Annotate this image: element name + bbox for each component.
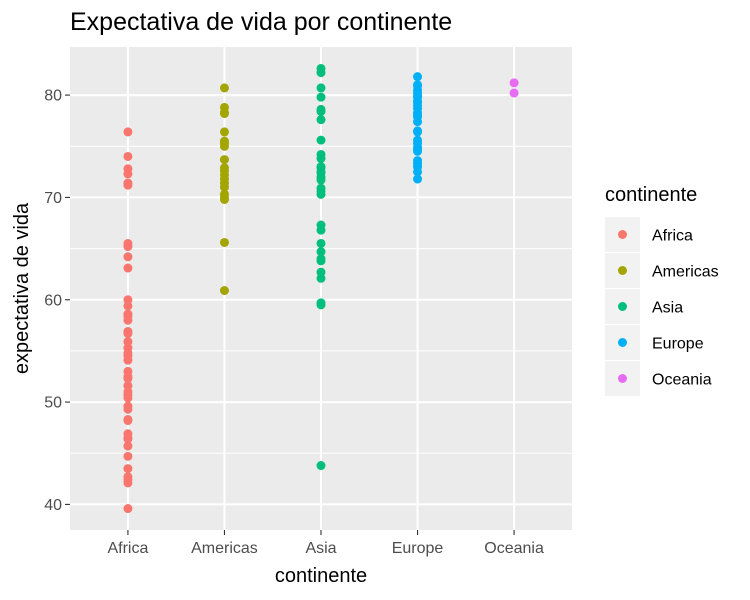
data-point	[316, 225, 326, 235]
data-point	[123, 374, 133, 384]
data-point	[219, 194, 229, 204]
x-tick-label: Africa	[107, 540, 148, 557]
legend-marker	[618, 266, 627, 275]
legend-marker	[618, 374, 627, 383]
data-point	[123, 478, 133, 488]
data-point	[123, 242, 133, 252]
data-point	[316, 256, 326, 266]
data-point	[316, 154, 326, 164]
plot-area	[70, 47, 572, 530]
data-point	[413, 127, 423, 137]
data-point	[316, 83, 326, 93]
x-tick-label: Asia	[305, 540, 336, 557]
chart-title: Expectativa de vida por continente	[70, 8, 452, 36]
y-tick-label: 60	[44, 292, 62, 309]
data-point	[316, 175, 326, 185]
data-point	[219, 182, 229, 192]
data-point	[123, 451, 133, 461]
data-point	[413, 72, 423, 82]
data-point	[413, 167, 423, 177]
legend-label: Americas	[652, 264, 719, 281]
data-point	[123, 416, 133, 426]
data-point	[316, 247, 326, 257]
y-tick-label: 80	[44, 88, 62, 105]
y-tick-label: 70	[44, 190, 62, 207]
data-point	[413, 117, 423, 127]
legend-label: Oceania	[652, 372, 712, 389]
data-point	[316, 461, 326, 471]
data-point	[219, 286, 229, 296]
data-point	[219, 155, 229, 165]
data-point	[219, 237, 229, 247]
data-point	[123, 329, 133, 339]
data-point	[123, 169, 133, 179]
data-point	[316, 115, 326, 125]
x-tick-label: Europe	[392, 540, 444, 557]
legend: continente Africa Americas Asia Europe Ocean…	[605, 184, 719, 396]
data-point	[316, 273, 326, 283]
legend-title: continente	[605, 184, 697, 206]
x-tick-label: Oceania	[484, 540, 544, 557]
legend-marker	[618, 230, 627, 239]
legend-label: Europe	[652, 336, 704, 353]
y-axis: 40 50 60 70 80	[44, 88, 70, 514]
data-point	[413, 146, 423, 156]
legend-marker	[618, 338, 627, 347]
data-point	[123, 355, 133, 365]
data-point	[123, 434, 133, 444]
data-point	[123, 301, 133, 311]
data-point	[123, 504, 133, 514]
data-point	[316, 68, 326, 78]
data-point	[219, 83, 229, 93]
data-point	[123, 151, 133, 161]
legend-label: Africa	[652, 228, 693, 245]
data-point	[509, 78, 519, 88]
data-point	[316, 92, 326, 102]
data-point	[123, 315, 133, 325]
data-point	[316, 135, 326, 145]
legend-label: Asia	[652, 300, 683, 317]
data-point	[123, 252, 133, 262]
legend-marker	[618, 302, 627, 311]
data-point	[316, 189, 326, 199]
x-axis-title: continente	[275, 565, 367, 587]
data-point	[316, 238, 326, 248]
data-point	[509, 88, 519, 98]
legend-items: Africa Americas Asia Europe Oceania	[605, 217, 719, 396]
data-point	[123, 441, 133, 451]
y-tick-label: 50	[44, 395, 62, 412]
data-point	[123, 464, 133, 474]
data-point	[316, 300, 326, 310]
data-point	[316, 106, 326, 116]
data-point	[123, 180, 133, 190]
data-point	[219, 127, 229, 137]
data-points	[123, 63, 519, 514]
data-point	[123, 263, 133, 273]
y-axis-title: expectativa de vida	[11, 202, 33, 374]
y-tick-label: 40	[44, 497, 62, 514]
data-point	[123, 393, 133, 403]
data-point	[219, 141, 229, 151]
data-point	[219, 109, 229, 119]
x-axis: Africa Americas Asia Europe Oceania	[107, 530, 544, 557]
x-tick-label: Americas	[191, 540, 258, 557]
data-point	[123, 127, 133, 137]
data-point	[413, 174, 423, 184]
data-point	[123, 404, 133, 414]
